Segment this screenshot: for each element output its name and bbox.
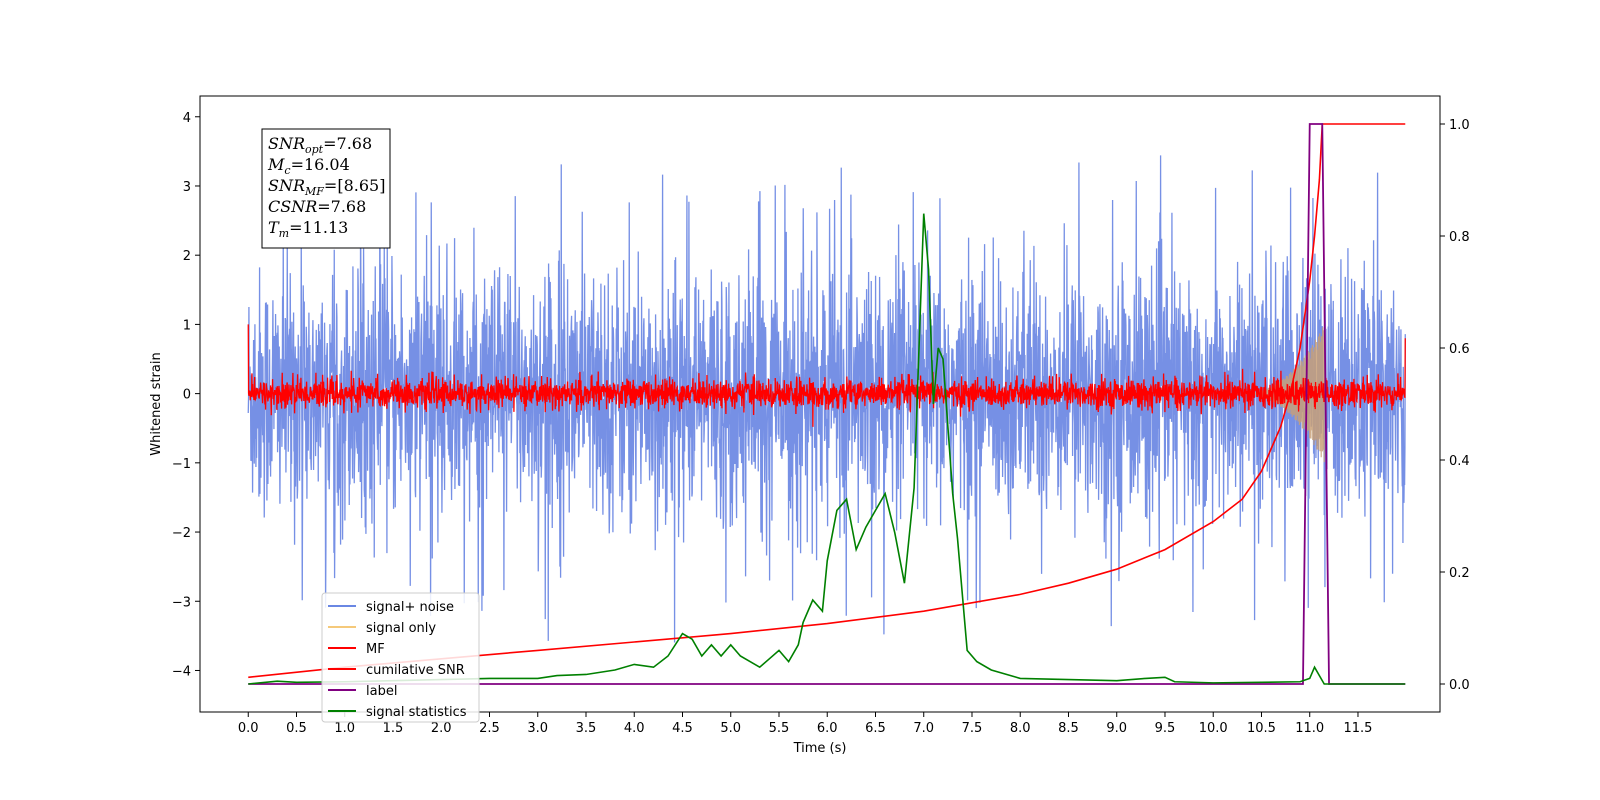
y2-tick-label: 0.6 [1449, 342, 1470, 357]
y-tick-label: −3 [172, 595, 191, 610]
info-value: =7.68 [323, 134, 372, 153]
legend-label: MF [366, 642, 385, 657]
info-subscript: c [284, 164, 290, 177]
info-symbol: CSNR [268, 197, 317, 216]
info-symbol: T [268, 218, 280, 237]
y-tick-label: 4 [183, 111, 191, 126]
x-tick-label: 1.5 [383, 721, 404, 736]
info-value: =11.13 [289, 218, 348, 237]
x-tick-label: 8.5 [1058, 721, 1079, 736]
info-line: SNRMF=[8.65] [268, 176, 385, 198]
x-tick-label: 11.0 [1295, 721, 1324, 736]
legend-label: label [366, 684, 397, 699]
axes-frame [199, 95, 1441, 713]
series-signal-statistics [248, 213, 1406, 685]
series-signal-noise [247, 146, 1406, 643]
x-tick-label: 3.0 [527, 721, 548, 736]
y-tick-label: 1 [183, 318, 191, 333]
info-symbol: M [267, 155, 285, 174]
info-value: =[8.65] [324, 176, 386, 195]
x-tick-label: 7.0 [913, 721, 934, 736]
x-tick-label: 2.0 [431, 721, 452, 736]
series-mf [247, 324, 1406, 427]
info-subscript: m [279, 227, 289, 240]
y-tick-label: 2 [183, 249, 191, 264]
legend-label: signal+ noise [366, 600, 454, 615]
x-tick-label: 10.0 [1199, 721, 1228, 736]
info-value: =7.68 [317, 197, 366, 216]
info-symbol: SNR [268, 176, 305, 195]
legend-label: signal statistics [366, 705, 467, 720]
x-tick-label: 6.5 [865, 721, 886, 736]
legend: signal+ noise signal only MF cumilative SNR… [321, 592, 480, 723]
x-tick-label: 4.5 [672, 721, 693, 736]
plot-area [247, 123, 1406, 685]
y-tick-label: −2 [172, 526, 191, 541]
info-subscript: opt [305, 143, 324, 156]
x-tick-label: 5.0 [720, 721, 741, 736]
x-tick-label: 0.5 [286, 721, 307, 736]
x-tick-label: 7.5 [962, 721, 983, 736]
series-cumulative-snr [248, 123, 1406, 679]
x-tick-label: 10.5 [1247, 721, 1276, 736]
y2-tick-label: 0.0 [1449, 678, 1470, 693]
y-tick-label: −4 [172, 664, 191, 679]
y-tick-label: −1 [172, 457, 191, 472]
x-axis-label: Time (s) [793, 741, 847, 756]
legend-label: cumilative SNR [366, 663, 465, 678]
info-box-frame [261, 128, 391, 249]
x-tick-label: 3.5 [576, 721, 597, 736]
y-axis-right: 1.0 0.8 0.6 0.4 0.2 0.0 [1440, 118, 1470, 693]
y-tick-label: 0 [183, 388, 191, 403]
y2-tick-label: 1.0 [1449, 118, 1470, 133]
x-tick-label: 11.5 [1344, 721, 1373, 736]
x-tick-label: 4.0 [624, 721, 645, 736]
x-tick-label: 6.0 [817, 721, 838, 736]
legend-label: signal only [366, 621, 436, 636]
info-symbol: SNR [268, 134, 305, 153]
y-axis-left: 4 3 2 1 0 −1 −2 −3 −4 [172, 111, 200, 679]
x-tick-label: 9.0 [1106, 721, 1127, 736]
y-axis-label: Whitened strain [149, 352, 164, 455]
info-line: Tm=11.13 [268, 218, 348, 240]
x-tick-label: 9.5 [1155, 721, 1176, 736]
info-line: CSNR=7.68 [268, 197, 366, 216]
y-tick-label: 3 [183, 180, 191, 195]
info-value: =16.04 [291, 155, 350, 174]
info-subscript: MF [304, 185, 324, 198]
x-axis: 0.0 0.5 1.0 1.5 2.0 2.5 3.0 3.5 4.0 4.5 5.0 5.5 6.0 6… [238, 712, 1373, 736]
x-tick-label: 2.5 [479, 721, 500, 736]
legend-frame [321, 592, 480, 723]
info-line: Mc=16.04 [267, 155, 350, 177]
x-tick-label: 8.0 [1010, 721, 1031, 736]
x-tick-label: 5.5 [769, 721, 790, 736]
x-tick-label: 0.0 [238, 721, 259, 736]
info-box: SNRopt=7.68Mc=16.04SNRMF=[8.65]CSNR=7.68… [261, 128, 391, 249]
y2-tick-label: 0.2 [1449, 566, 1470, 581]
info-line: SNRopt=7.68 [268, 134, 372, 156]
x-tick-label: 1.0 [334, 721, 355, 736]
y2-tick-label: 0.8 [1449, 230, 1470, 245]
y2-tick-label: 0.4 [1449, 454, 1470, 469]
